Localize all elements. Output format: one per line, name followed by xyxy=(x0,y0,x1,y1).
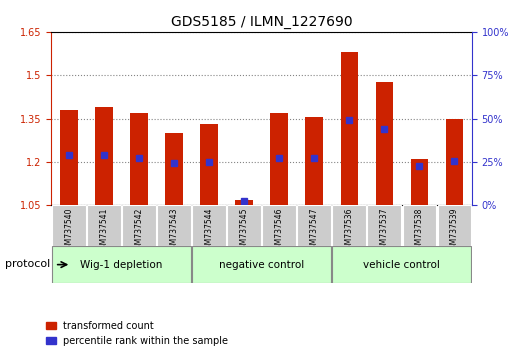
Text: negative control: negative control xyxy=(219,259,304,270)
Bar xyxy=(270,113,288,205)
Bar xyxy=(60,110,77,205)
Text: GSM737536: GSM737536 xyxy=(345,207,354,254)
Text: GSM737545: GSM737545 xyxy=(240,207,249,254)
Text: protocol: protocol xyxy=(5,259,50,269)
Text: Wig-1 depletion: Wig-1 depletion xyxy=(80,259,163,270)
Bar xyxy=(200,124,218,205)
Text: GSM737547: GSM737547 xyxy=(310,207,319,254)
FancyBboxPatch shape xyxy=(298,205,331,246)
Bar xyxy=(95,107,113,205)
Legend: transformed count, percentile rank within the sample: transformed count, percentile rank withi… xyxy=(46,321,228,346)
Bar xyxy=(305,117,323,205)
Text: GSM737541: GSM737541 xyxy=(100,207,108,254)
FancyBboxPatch shape xyxy=(122,205,156,246)
Bar xyxy=(130,113,148,205)
FancyBboxPatch shape xyxy=(52,246,191,283)
Bar xyxy=(341,52,358,205)
Text: GSM737544: GSM737544 xyxy=(205,207,213,254)
Text: GSM737546: GSM737546 xyxy=(274,207,284,254)
FancyBboxPatch shape xyxy=(332,205,366,246)
Text: GSM737540: GSM737540 xyxy=(64,207,73,254)
FancyBboxPatch shape xyxy=(192,205,226,246)
Bar xyxy=(165,133,183,205)
Text: GSM737539: GSM737539 xyxy=(450,207,459,254)
FancyBboxPatch shape xyxy=(332,246,471,283)
FancyBboxPatch shape xyxy=(227,205,261,246)
FancyBboxPatch shape xyxy=(403,205,436,246)
FancyBboxPatch shape xyxy=(87,205,121,246)
Text: GSM737537: GSM737537 xyxy=(380,207,389,254)
FancyBboxPatch shape xyxy=(52,205,86,246)
Text: GSM737542: GSM737542 xyxy=(134,207,144,254)
FancyBboxPatch shape xyxy=(262,205,296,246)
Text: vehicle control: vehicle control xyxy=(363,259,440,270)
Bar xyxy=(235,200,253,205)
Text: GSM737543: GSM737543 xyxy=(169,207,179,254)
Bar xyxy=(410,159,428,205)
FancyBboxPatch shape xyxy=(157,205,191,246)
Title: GDS5185 / ILMN_1227690: GDS5185 / ILMN_1227690 xyxy=(171,16,352,29)
Bar xyxy=(376,82,393,205)
FancyBboxPatch shape xyxy=(192,246,331,283)
Bar xyxy=(446,119,463,205)
FancyBboxPatch shape xyxy=(367,205,401,246)
FancyBboxPatch shape xyxy=(438,205,471,246)
Text: GSM737538: GSM737538 xyxy=(415,207,424,254)
